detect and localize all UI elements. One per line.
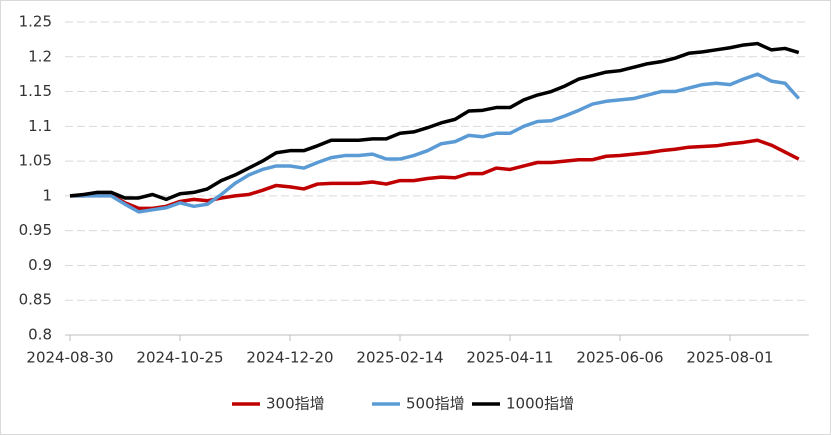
x-tick-label: 2025-04-11 [466, 349, 553, 367]
x-tick-label: 2024-10-25 [136, 349, 223, 367]
y-tick-label: 1 [42, 186, 52, 204]
y-tick-label: 0.8 [28, 326, 52, 344]
y-tick-label: 0.85 [19, 291, 52, 309]
legend-label: 1000指增 [506, 395, 574, 413]
y-tick-label: 1.25 [19, 13, 52, 31]
legend-label: 300指增 [266, 395, 325, 413]
series-line [69, 41, 800, 202]
x-tick-label: 2024-08-30 [26, 349, 113, 367]
y-tick-label: 0.9 [28, 256, 52, 274]
y-tick-label: 0.95 [19, 221, 52, 239]
x-tick-label: 2025-08-01 [686, 349, 773, 367]
y-tick-label: 1.15 [19, 82, 52, 100]
x-tick-label: 2025-02-14 [356, 349, 443, 367]
legend-label: 500指增 [406, 395, 465, 413]
y-tick-label: 1.1 [28, 117, 52, 135]
series-line [70, 138, 800, 211]
x-tick-label: 2024-12-20 [246, 349, 333, 367]
series-line [70, 72, 801, 214]
y-tick-label: 1.05 [19, 152, 52, 170]
y-tick-label: 1.2 [28, 47, 52, 65]
x-tick-label: 2025-06-06 [576, 349, 663, 367]
